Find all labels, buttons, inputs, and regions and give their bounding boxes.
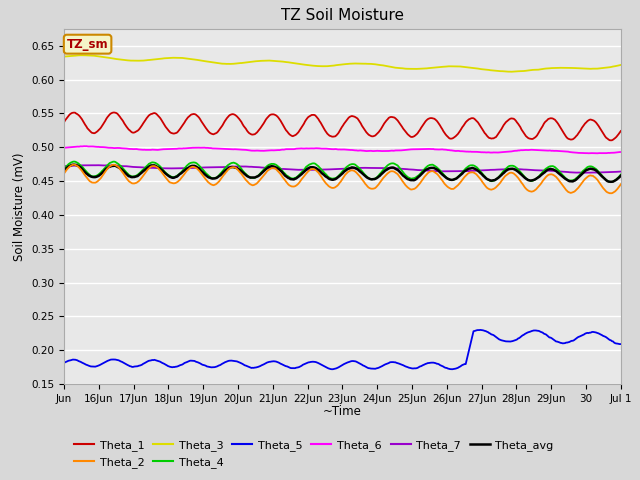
Theta_4 <box>362 173 370 179</box>
Theta_avg <box>393 167 401 172</box>
Theta_1 <box>329 134 337 140</box>
Theta_6 <box>393 148 401 154</box>
Theta_6 <box>617 149 625 155</box>
Line: Theta_2: Theta_2 <box>64 165 621 193</box>
Theta_2 <box>70 162 78 168</box>
Theta_5 <box>449 366 456 372</box>
Theta_avg <box>329 177 337 182</box>
Theta_6 <box>362 148 370 154</box>
X-axis label: ~Time: ~Time <box>323 405 362 418</box>
Theta_avg <box>607 179 614 185</box>
Y-axis label: Soil Moisture (mV): Soil Moisture (mV) <box>13 152 26 261</box>
Theta_avg <box>70 162 78 168</box>
Theta_2 <box>326 184 333 190</box>
Line: Theta_avg: Theta_avg <box>64 165 621 182</box>
Theta_4 <box>518 170 525 176</box>
Theta_avg <box>326 176 333 182</box>
Theta_1 <box>518 127 525 132</box>
Theta_avg <box>362 174 370 180</box>
Theta_4 <box>607 179 614 185</box>
Line: Theta_6: Theta_6 <box>64 146 621 153</box>
Theta_3 <box>519 68 527 74</box>
Theta_5 <box>617 341 625 347</box>
Theta_avg <box>60 168 68 173</box>
Theta_4 <box>605 179 612 184</box>
Theta_2 <box>393 170 401 176</box>
Theta_1 <box>607 137 614 143</box>
Theta_avg <box>605 179 612 184</box>
Line: Theta_5: Theta_5 <box>64 330 621 369</box>
Theta_7 <box>606 169 614 175</box>
Theta_5 <box>60 360 68 366</box>
Theta_avg <box>518 172 525 178</box>
Line: Theta_4: Theta_4 <box>64 162 621 182</box>
Theta_5 <box>324 365 332 371</box>
Theta_7 <box>518 167 525 172</box>
Theta_avg <box>617 173 625 179</box>
Theta_6 <box>326 146 333 152</box>
Theta_6 <box>518 147 525 153</box>
Theta_1 <box>60 120 68 125</box>
Theta_4 <box>70 159 78 165</box>
Theta_4 <box>393 162 401 168</box>
Theta_7 <box>326 167 333 172</box>
Theta_3 <box>393 65 401 71</box>
Theta_1 <box>393 117 401 122</box>
Theta_3 <box>362 61 370 67</box>
Theta_2 <box>605 190 612 196</box>
Theta_5 <box>519 333 527 338</box>
Theta_1 <box>110 109 118 115</box>
Theta_6 <box>593 150 601 156</box>
Line: Theta_7: Theta_7 <box>64 165 621 173</box>
Theta_4 <box>60 166 68 172</box>
Theta_2 <box>607 191 614 196</box>
Theta_5 <box>362 364 369 370</box>
Text: TZ_sm: TZ_sm <box>67 37 108 51</box>
Theta_3 <box>508 69 515 74</box>
Theta_7 <box>93 162 101 168</box>
Theta_1 <box>362 130 370 135</box>
Theta_3 <box>617 62 625 68</box>
Theta_7 <box>60 163 68 169</box>
Theta_5 <box>392 360 399 365</box>
Theta_3 <box>60 54 68 60</box>
Legend: Theta_1, Theta_2, Theta_3, Theta_4, Theta_5, Theta_6, Theta_7, Theta_avg: Theta_1, Theta_2, Theta_3, Theta_4, Thet… <box>70 436 558 472</box>
Theta_5 <box>328 366 335 372</box>
Theta_2 <box>518 180 525 186</box>
Theta_7 <box>362 165 370 171</box>
Theta_3 <box>78 52 86 58</box>
Theta_6 <box>60 145 68 151</box>
Theta_4 <box>329 176 337 181</box>
Theta_2 <box>617 181 625 187</box>
Theta_2 <box>362 182 370 188</box>
Title: TZ Soil Moisture: TZ Soil Moisture <box>281 9 404 24</box>
Theta_7 <box>329 167 337 172</box>
Theta_4 <box>617 172 625 178</box>
Theta_6 <box>80 144 88 149</box>
Theta_1 <box>617 128 625 134</box>
Theta_7 <box>617 168 625 174</box>
Line: Theta_1: Theta_1 <box>64 112 621 140</box>
Theta_2 <box>329 185 337 191</box>
Theta_3 <box>326 63 333 69</box>
Theta_2 <box>60 171 68 177</box>
Theta_1 <box>326 133 333 139</box>
Line: Theta_3: Theta_3 <box>64 55 621 72</box>
Theta_5 <box>476 327 484 333</box>
Theta_7 <box>393 166 401 171</box>
Theta_6 <box>329 146 337 152</box>
Theta_5 <box>606 337 614 343</box>
Theta_3 <box>329 63 337 69</box>
Theta_6 <box>606 150 614 156</box>
Theta_7 <box>581 170 589 176</box>
Theta_4 <box>326 175 333 180</box>
Theta_1 <box>605 137 612 143</box>
Theta_3 <box>606 64 614 70</box>
